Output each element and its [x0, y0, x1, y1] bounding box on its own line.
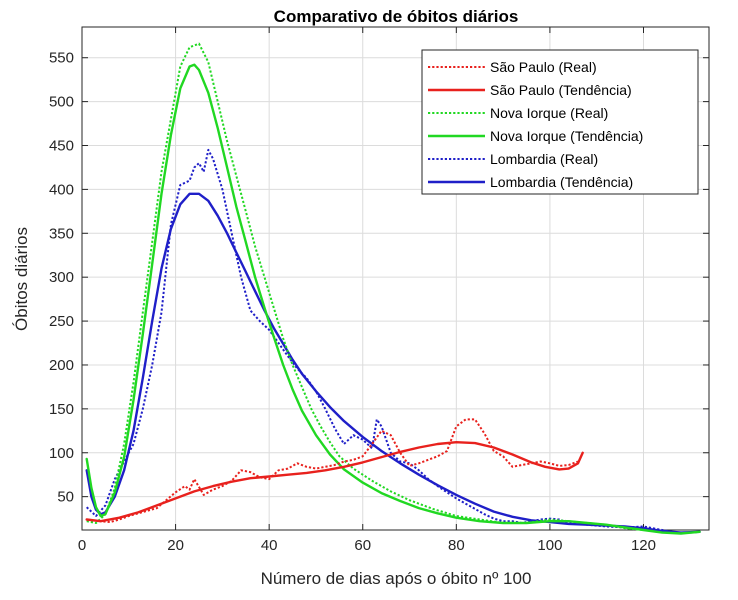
x-tick-label: 40 — [261, 537, 278, 554]
x-tick-label: 100 — [537, 537, 562, 554]
series-line-nova-iorque-tend-ncia — [85, 63, 701, 535]
legend-entry-label: São Paulo (Real) — [490, 59, 597, 75]
y-tick-label: 400 — [49, 181, 74, 198]
y-tick-label: 450 — [49, 138, 74, 155]
series-line-s-o-paulo-real — [86, 418, 579, 524]
y-tick-label: 200 — [49, 357, 74, 374]
grid — [81, 27, 709, 530]
y-tick-label: 550 — [49, 50, 74, 67]
y-tick-label: 100 — [49, 445, 74, 462]
y-tick-label: 50 — [57, 489, 74, 506]
y-tick-label: 150 — [49, 401, 74, 418]
y-tick-label: 300 — [49, 269, 74, 286]
legend: São Paulo (Real) São Paulo (Tendência) Nov… — [421, 49, 699, 195]
legend-entry-label: Nova Iorque (Tendência) — [490, 128, 643, 144]
y-tick-label: 500 — [49, 94, 74, 111]
legend-box — [421, 49, 699, 195]
x-tick-label: 0 — [78, 537, 86, 554]
axis-ticks: 0 20 40 60 80 100 120 50 100 150 200 250 300 350 400 45… — [49, 27, 709, 554]
x-tick-label: 80 — [448, 537, 465, 554]
chart-title: Comparativo de óbitos diários — [274, 7, 519, 26]
legend-entry-label: São Paulo (Tendência) — [490, 82, 632, 98]
y-axis-label: Óbitos diários — [12, 227, 31, 331]
plot-area-frame — [81, 26, 710, 531]
y-tick-label: 350 — [49, 225, 74, 242]
legend-entry-label: Lombardia (Tendência) — [490, 174, 633, 190]
legend-entry-label: Lombardia (Real) — [490, 151, 598, 167]
x-tick-label: 60 — [354, 537, 371, 554]
x-tick-label: 120 — [631, 537, 656, 554]
legend-entry-label: Nova Iorque (Real) — [490, 105, 608, 121]
x-axis-label: Número de dias após o óbito nº 100 — [261, 569, 532, 588]
x-tick-label: 20 — [167, 537, 184, 554]
series-lines — [85, 42, 701, 535]
series-line-s-o-paulo-tend-ncia — [85, 441, 584, 523]
y-tick-label: 250 — [49, 313, 74, 330]
